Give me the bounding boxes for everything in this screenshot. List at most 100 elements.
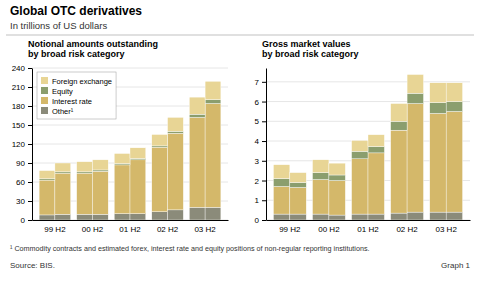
y-tick-label: 60 (16, 178, 25, 187)
y-tick: 3 (255, 157, 266, 166)
y-tick: 240 (12, 64, 32, 73)
bar-segment (205, 100, 221, 104)
bar-segment (55, 214, 71, 220)
x-tick-label: 00 H2 (82, 225, 104, 234)
bar-segment (430, 212, 446, 220)
legend-swatch (41, 77, 48, 84)
x-tick-label: 99 H2 (279, 225, 301, 234)
panel: Notional amounts outstandingby broad ris… (12, 39, 229, 234)
bar-segment (352, 159, 368, 214)
y-axis-line (266, 69, 267, 221)
y-tick: 6 (255, 98, 266, 107)
y-tick-label: 0 (21, 216, 26, 225)
y-tick: 150 (12, 121, 32, 130)
bar-segment (273, 186, 289, 214)
bar-segment (168, 131, 184, 133)
bar-segment (290, 214, 306, 220)
bar-segment (189, 207, 205, 220)
legend-box (37, 72, 116, 119)
bar-segment (430, 83, 446, 103)
bar-segment (407, 93, 423, 103)
x-tick: 99 H2 (279, 220, 301, 234)
legend-swatch (41, 107, 48, 114)
y-tick-mark (262, 121, 266, 122)
y-tick: 1 (255, 196, 266, 205)
x-tick-label: 99 H2 (44, 225, 66, 234)
y-tick: 180 (12, 102, 32, 111)
panel-title-line: by broad risk category (262, 49, 359, 59)
x-tick: 03 H2 (194, 220, 216, 234)
x-axis: 99 H200 H201 H202 H203 H2 (267, 220, 471, 234)
bar-segment (446, 83, 462, 102)
x-axis-line (33, 220, 229, 221)
panel-title: Notional amounts outstandingby broad ris… (28, 39, 158, 59)
y-tick: 120 (12, 140, 32, 149)
grid-line (266, 81, 470, 82)
bar-segment (290, 187, 306, 214)
bar-segment (205, 81, 221, 99)
bar-segment (368, 153, 384, 214)
bar-segment (391, 104, 407, 122)
bar-segment (77, 214, 93, 220)
y-axis-line (32, 69, 33, 221)
bar-segment (313, 173, 329, 180)
panel-title: Gross market valuesby broad risk categor… (262, 39, 359, 59)
y-tick-label: 0 (255, 216, 260, 225)
y-tick: 4 (255, 137, 266, 146)
panel-title-line: Gross market values (262, 39, 351, 49)
y-tick-mark (262, 181, 266, 182)
y-tick: 7 (255, 78, 266, 87)
y-tick-mark (28, 182, 32, 183)
y-tick-mark (28, 87, 32, 88)
y-tick-label: 30 (16, 197, 25, 206)
bar-segment (152, 212, 168, 220)
bar-segment (313, 160, 329, 173)
subtitle: In trillions of US dollars (10, 20, 107, 31)
grid-line (32, 68, 228, 69)
x-tick: 00 H2 (318, 220, 340, 234)
bar-segment (329, 215, 345, 220)
y-tick: 0 (21, 216, 32, 225)
bar-segment (391, 121, 407, 130)
bar-segment (313, 214, 329, 220)
bar-segment (273, 165, 289, 179)
bar-segment (273, 214, 289, 220)
bar-segment (39, 171, 55, 179)
y-tick-mark (262, 161, 266, 162)
y-tick: 90 (16, 159, 32, 168)
legend-swatch (41, 97, 48, 104)
y-tick-mark (262, 141, 266, 142)
y-tick: 0 (255, 216, 266, 225)
bar-segment (329, 175, 345, 181)
bar-segment (152, 147, 168, 212)
y-tick-label: 7 (255, 78, 260, 87)
bar-segment (92, 214, 108, 220)
grid (32, 68, 228, 220)
y-tick-mark (28, 220, 32, 221)
bar-segment (39, 215, 55, 220)
x-tick-label: 02 H2 (157, 225, 179, 234)
panel-title-line: Notional amounts outstanding (28, 39, 158, 49)
y-tick-label: 120 (12, 140, 26, 149)
bar-segment (130, 214, 146, 220)
x-tick: 02 H2 (396, 220, 418, 234)
bar-segment (92, 171, 108, 214)
y-tick: 2 (255, 177, 266, 186)
bar-segment (114, 154, 130, 164)
x-tick-label: 01 H2 (119, 225, 141, 234)
y-tick-label: 240 (12, 64, 26, 73)
y-tick-mark (28, 106, 32, 107)
bar-segment (352, 214, 368, 220)
bar-segment (92, 160, 108, 170)
bar-segment (152, 135, 168, 146)
bar-segment (290, 182, 306, 187)
legend-label: Equity (52, 87, 73, 96)
y-tick-mark (28, 144, 32, 145)
bar-segment (352, 140, 368, 151)
x-tick-label: 02 H2 (396, 225, 418, 234)
legend: Foreign exchangeEquityInterest rateOther… (37, 72, 116, 119)
y-tick: 30 (16, 197, 32, 206)
y-tick-mark (262, 82, 266, 83)
bar-segment (168, 210, 184, 220)
x-axis-line (267, 220, 471, 221)
